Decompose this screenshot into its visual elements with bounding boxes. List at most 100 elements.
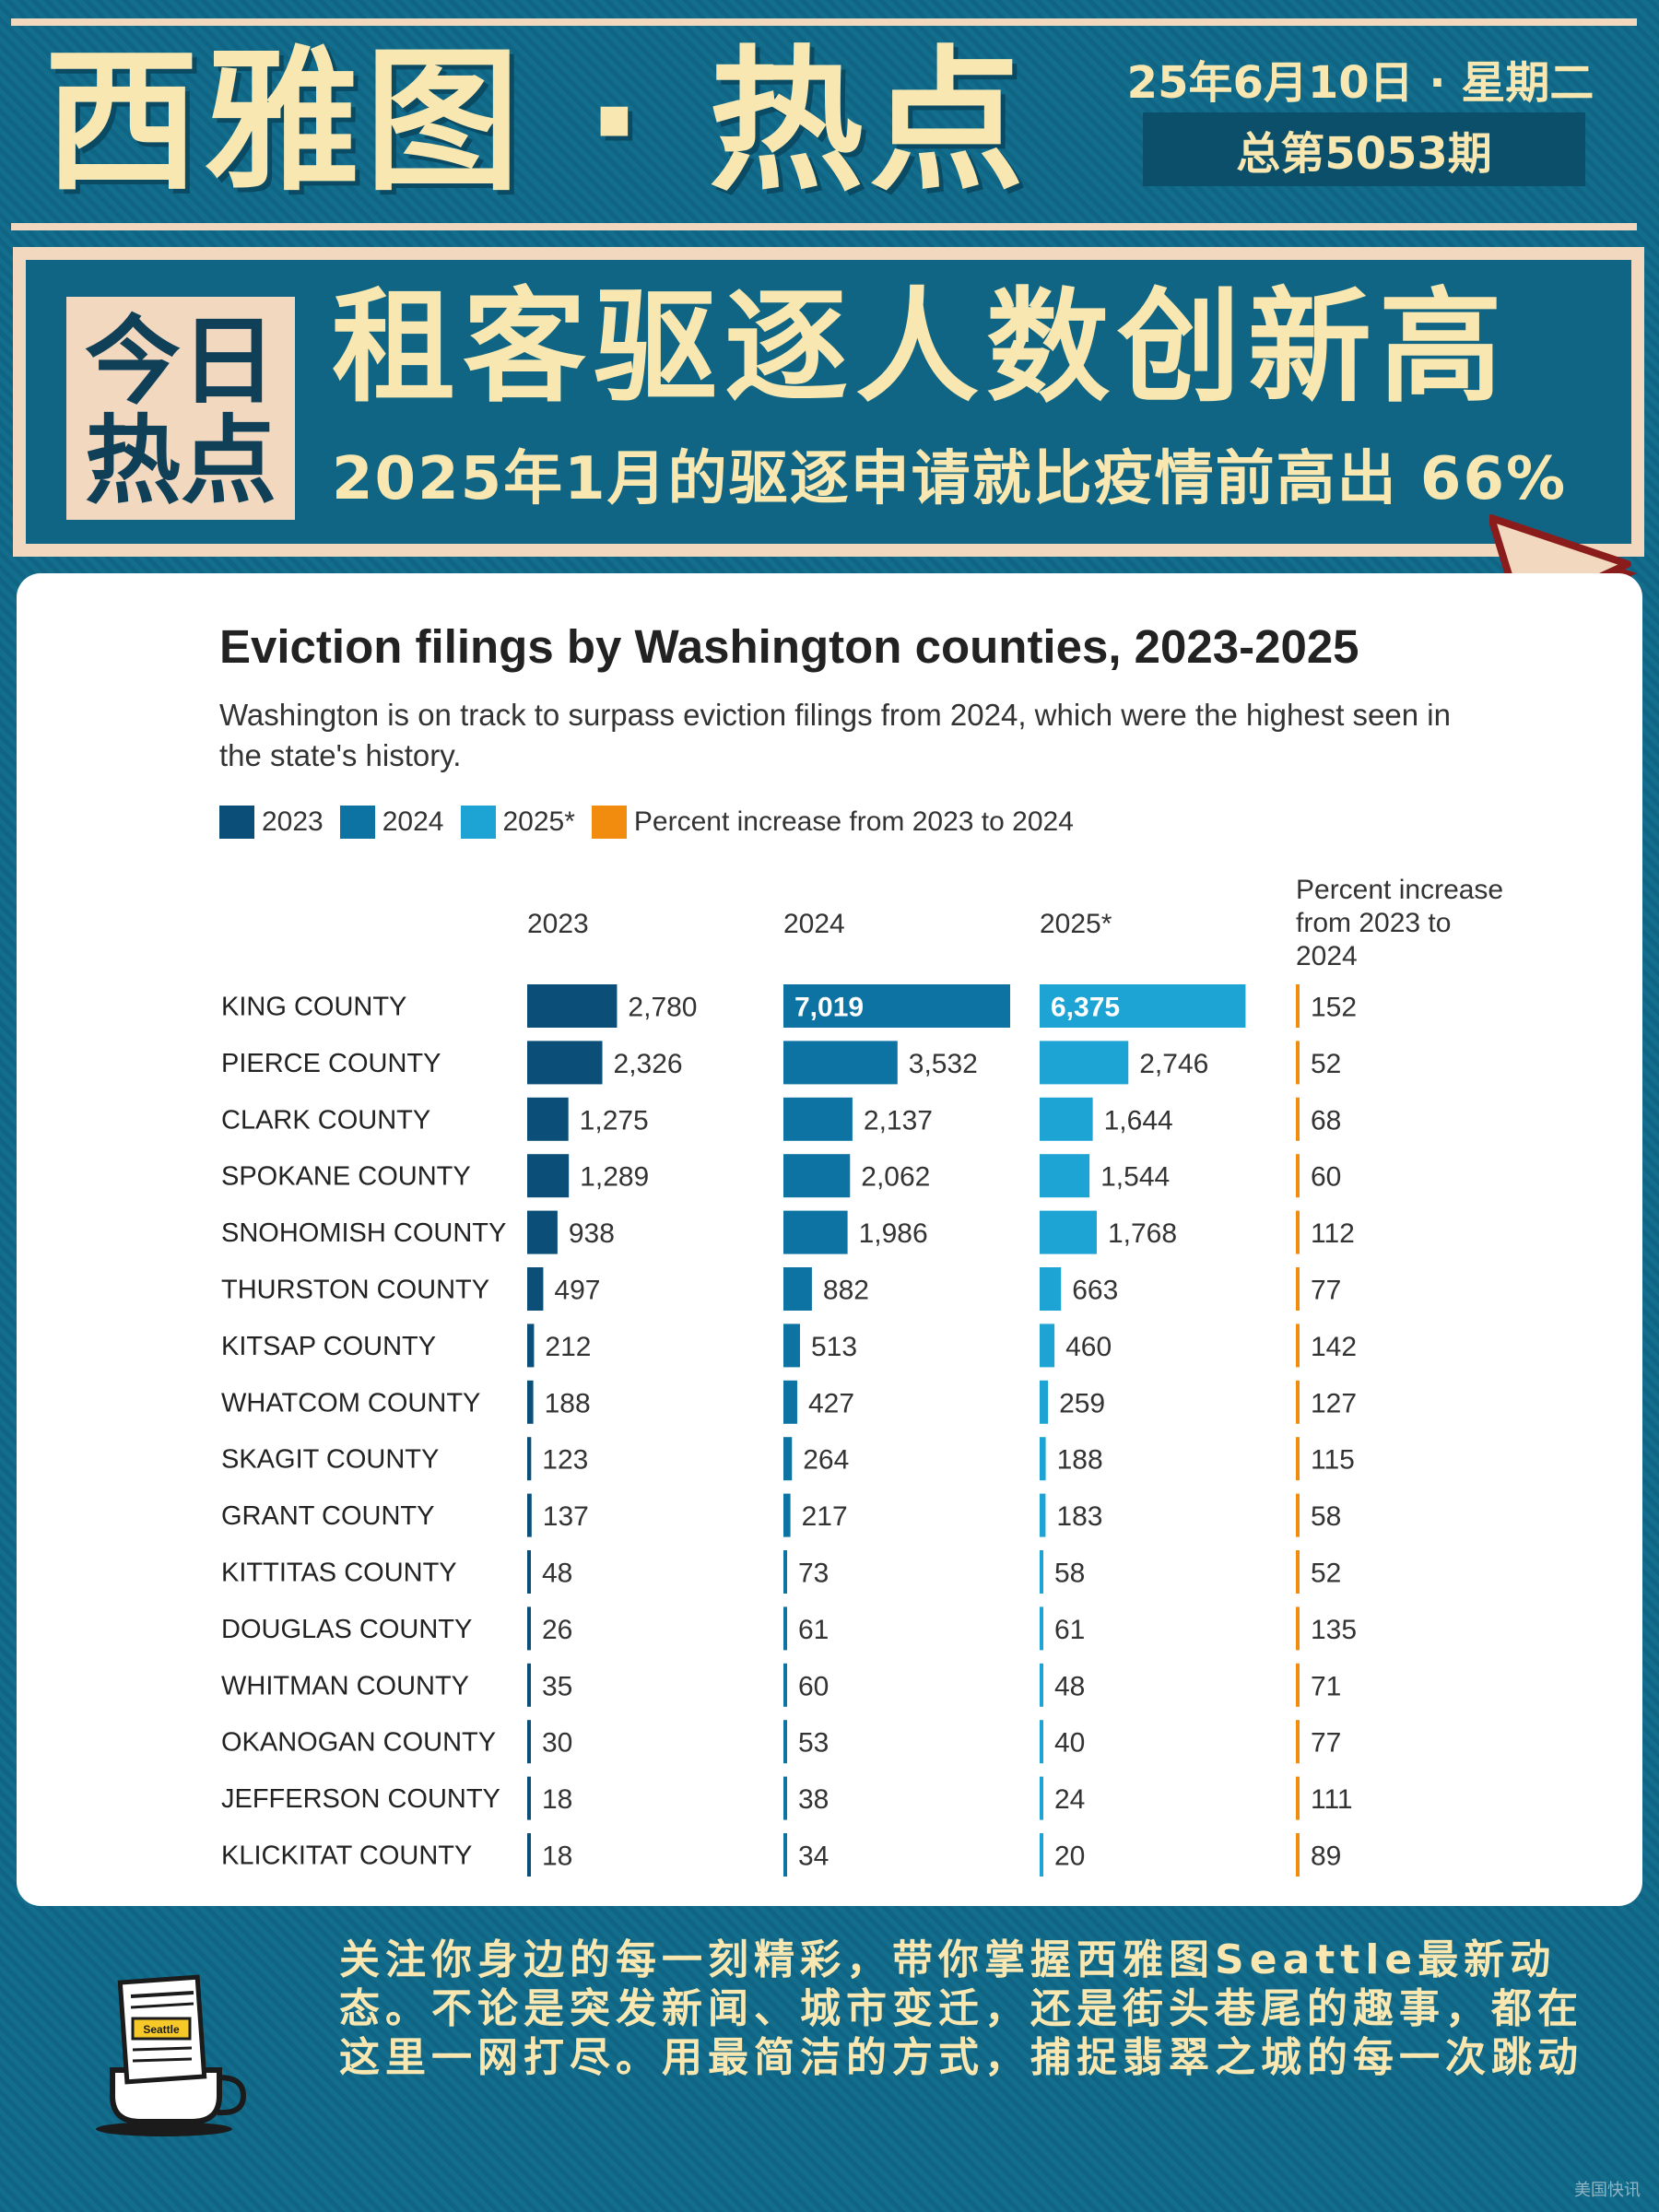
pct-bar bbox=[1296, 1550, 1300, 1594]
bar-2024 bbox=[783, 1437, 793, 1481]
data-label: 3,532 bbox=[909, 1049, 978, 1079]
data-label: 26 bbox=[542, 1615, 572, 1645]
bar-2023 bbox=[527, 1380, 534, 1424]
pct-label: 77 bbox=[1311, 1728, 1341, 1759]
column-header: 2023 bbox=[527, 909, 589, 939]
pct-label: 152 bbox=[1311, 993, 1357, 1023]
data-label: 24 bbox=[1054, 1784, 1085, 1815]
county-label: SKAGIT COUNTY bbox=[221, 1445, 439, 1475]
data-label: 73 bbox=[798, 1559, 829, 1589]
bar-2025 bbox=[1040, 1210, 1097, 1254]
bar-2023 bbox=[527, 1097, 569, 1141]
headline-title: 租客驱逐人数创新高 bbox=[332, 276, 1511, 419]
pct-column-header: 2024 bbox=[1296, 941, 1358, 971]
legend-swatch-2023 bbox=[219, 806, 254, 839]
issue-number: 总第5053期 bbox=[1236, 128, 1492, 180]
data-label: 18 bbox=[542, 1784, 572, 1815]
pct-bar bbox=[1296, 1776, 1300, 1820]
bar-2023 bbox=[527, 1210, 558, 1254]
pct-label: 58 bbox=[1311, 1501, 1341, 1532]
bar-2023 bbox=[527, 1324, 535, 1368]
bar-2025 bbox=[1040, 1154, 1090, 1198]
county-label: SNOHOMISH COUNTY bbox=[221, 1218, 506, 1248]
data-label: 188 bbox=[1057, 1445, 1103, 1476]
issue-date: 25年6月10日 · 星期二 bbox=[1126, 57, 1594, 109]
bar-2025 bbox=[1040, 1663, 1043, 1707]
data-label: 48 bbox=[542, 1559, 572, 1589]
newspaper-coffee-cup-icon: Seattle bbox=[96, 1974, 247, 2136]
data-label: 1,544 bbox=[1100, 1162, 1170, 1193]
pct-bar bbox=[1296, 1154, 1300, 1198]
legend-swatch-pct bbox=[591, 806, 627, 839]
data-label: 259 bbox=[1059, 1388, 1105, 1418]
bar-2024 bbox=[783, 1041, 898, 1085]
headline-panel: 今日 热点 租客驱逐人数创新高 2025年1月的驱逐申请就比疫情前高出 66% bbox=[13, 247, 1644, 557]
bar-2025 bbox=[1040, 1833, 1043, 1877]
data-label: 460 bbox=[1065, 1332, 1112, 1362]
data-label: 34 bbox=[798, 1841, 829, 1872]
tag-line-2: 热点 bbox=[84, 405, 276, 517]
county-label: SPOKANE COUNTY bbox=[221, 1162, 471, 1192]
bar-2024 bbox=[783, 1210, 848, 1254]
data-label: 61 bbox=[798, 1615, 829, 1645]
bar-2023 bbox=[527, 1493, 532, 1537]
headline-inner: 今日 热点 租客驱逐人数创新高 2025年1月的驱逐申请就比疫情前高出 66% bbox=[26, 260, 1631, 544]
data-label: 938 bbox=[569, 1218, 615, 1249]
bar-2025 bbox=[1040, 984, 1246, 1028]
data-label: 20 bbox=[1054, 1841, 1085, 1872]
county-label: JEFFERSON COUNTY bbox=[221, 1784, 500, 1814]
data-label: 6,375 bbox=[1051, 993, 1120, 1023]
data-label: 137 bbox=[543, 1501, 589, 1532]
county-label: GRANT COUNTY bbox=[221, 1501, 434, 1531]
data-label: 40 bbox=[1054, 1728, 1085, 1759]
pct-label: 68 bbox=[1311, 1105, 1341, 1135]
county-label: WHATCOM COUNTY bbox=[221, 1388, 480, 1418]
legend-item-pct: Percent increase from 2023 to 2024 bbox=[591, 806, 1074, 839]
data-label: 497 bbox=[554, 1276, 600, 1306]
data-label: 1,986 bbox=[859, 1218, 928, 1249]
data-label: 18 bbox=[542, 1841, 572, 1872]
data-label: 60 bbox=[798, 1671, 829, 1701]
county-label: KITSAP COUNTY bbox=[221, 1332, 436, 1361]
bar-2024 bbox=[783, 1550, 787, 1594]
pct-label: 60 bbox=[1311, 1162, 1341, 1193]
bar-2023 bbox=[527, 1663, 531, 1707]
bar-2025 bbox=[1040, 1550, 1043, 1594]
pct-column-header: Percent increase bbox=[1296, 875, 1503, 905]
data-label: 1,275 bbox=[580, 1105, 649, 1135]
pct-bar bbox=[1296, 1720, 1300, 1764]
data-label: 7,019 bbox=[794, 993, 864, 1023]
data-label: 217 bbox=[802, 1501, 848, 1532]
pct-label: 52 bbox=[1311, 1559, 1341, 1589]
pct-label: 112 bbox=[1311, 1218, 1355, 1249]
data-label: 264 bbox=[803, 1445, 849, 1476]
county-label: WHITMAN COUNTY bbox=[221, 1671, 469, 1700]
county-label: THURSTON COUNTY bbox=[221, 1276, 489, 1305]
pct-bar bbox=[1296, 1663, 1300, 1707]
today-hot-tag: 今日 热点 bbox=[66, 297, 295, 520]
county-label: KITTITAS COUNTY bbox=[221, 1559, 457, 1588]
bar-2023 bbox=[527, 1267, 544, 1311]
pct-bar bbox=[1296, 1380, 1300, 1424]
footer-description: 关注你身边的每一刻精彩，带你掌握西雅图Seattle最新动态。不论是突发新闻、城… bbox=[339, 1936, 1583, 2081]
pct-bar bbox=[1296, 1267, 1300, 1311]
legend-item-2025: 2025* bbox=[460, 806, 575, 839]
pct-label: 71 bbox=[1311, 1671, 1341, 1701]
bar-2024 bbox=[783, 1720, 787, 1764]
bar-2024 bbox=[783, 1606, 787, 1651]
top-banner bbox=[11, 18, 1637, 230]
data-label: 212 bbox=[545, 1332, 591, 1362]
bar-2024 bbox=[783, 1833, 787, 1877]
county-label: DOUGLAS COUNTY bbox=[221, 1615, 472, 1644]
bar-2025 bbox=[1040, 1041, 1129, 1085]
pct-bar bbox=[1296, 1324, 1300, 1368]
legend-swatch-2025 bbox=[460, 806, 496, 839]
legend-label-2025: 2025* bbox=[502, 806, 575, 837]
pct-bar bbox=[1296, 984, 1300, 1028]
watermark: 美国快讯 bbox=[1574, 2181, 1641, 2200]
data-label: 513 bbox=[811, 1332, 857, 1362]
legend-label-2023: 2023 bbox=[262, 806, 324, 837]
pct-label: 127 bbox=[1311, 1388, 1357, 1418]
data-label: 61 bbox=[1054, 1615, 1085, 1645]
